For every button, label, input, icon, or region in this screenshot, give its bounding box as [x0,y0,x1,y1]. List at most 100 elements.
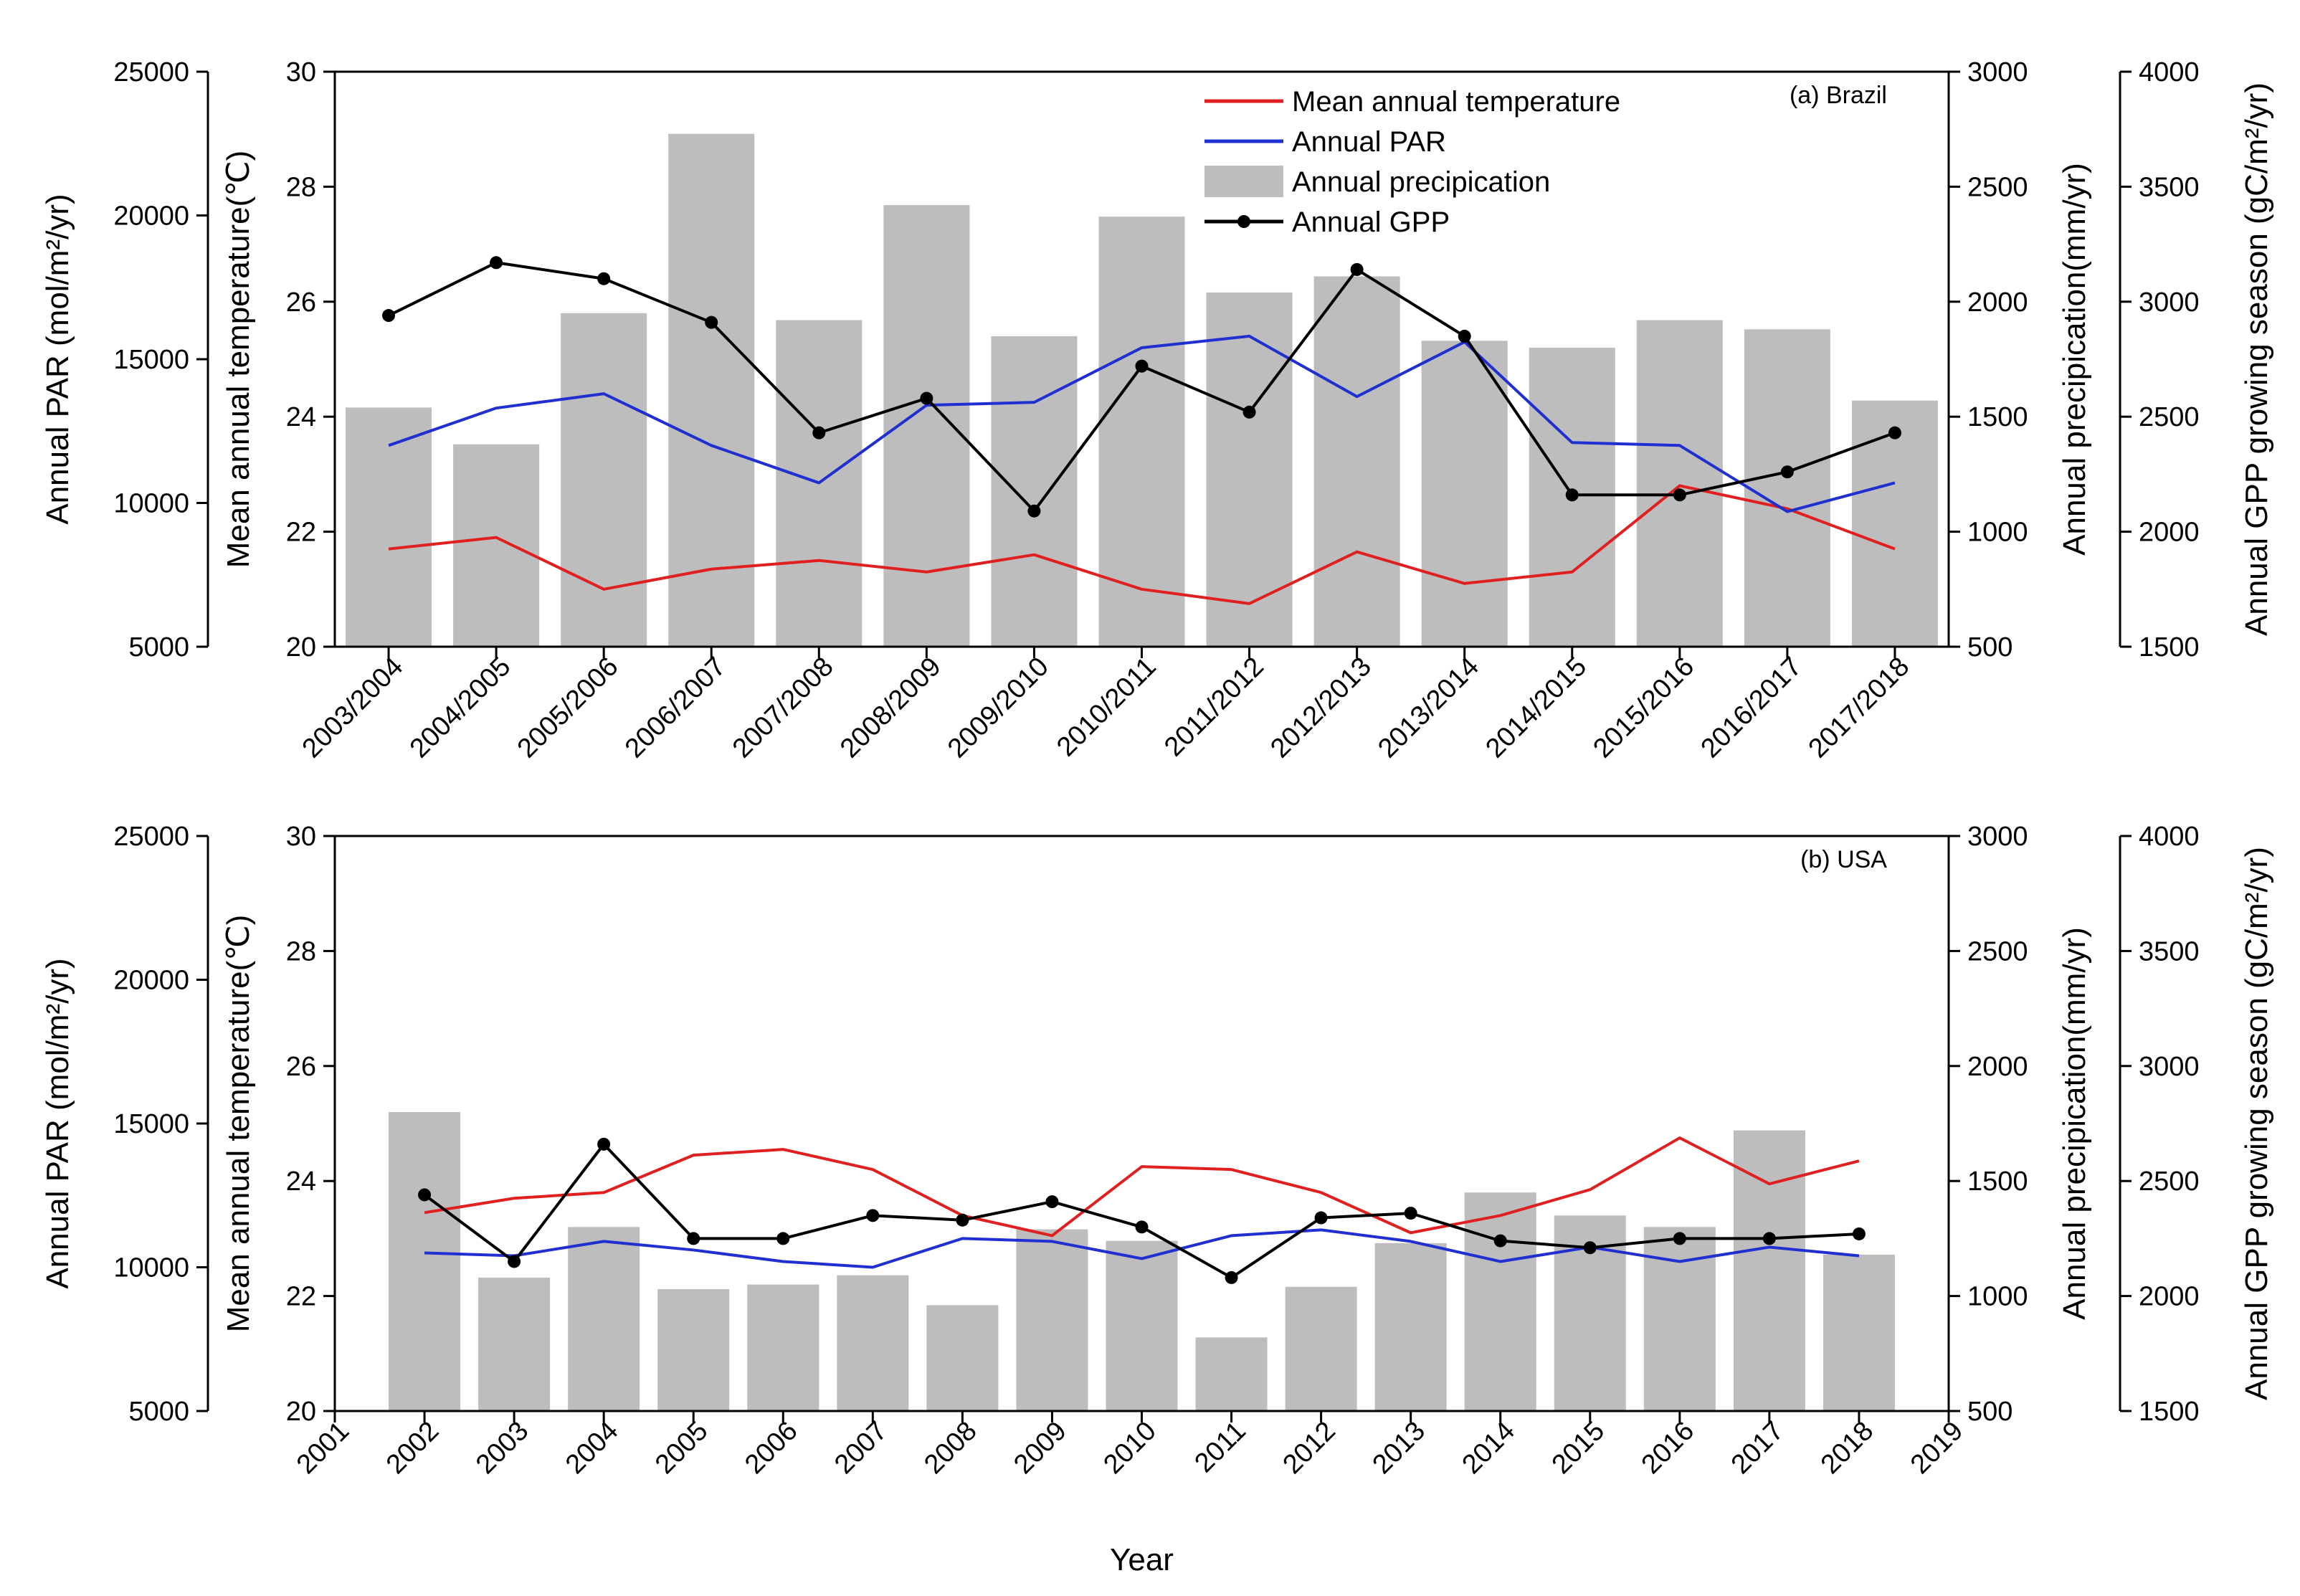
precipitation-bar [657,1288,730,1411]
precipitation-bar [1636,320,1723,647]
x-tick-label: 2012/2013 [1265,652,1377,764]
precipitation-bar [1206,292,1293,647]
x-tick-label: 2017 [1726,1416,1790,1480]
par-tick-label: 5000 [128,1397,189,1427]
precipitation-bar [389,1111,461,1411]
precip-tick-label: 3000 [1967,57,2028,87]
temp-tick-label: 26 [286,288,316,318]
temp-tick-label: 22 [286,1282,316,1312]
legend-label-temperature: Mean annual temperature [1292,86,1620,118]
gpp-point [1780,465,1794,479]
gpp-point [382,309,396,323]
gpp-tick-label: 2500 [2139,1167,2200,1197]
temp-tick-label: 24 [286,1167,316,1197]
x-tick-label: 2010 [1098,1416,1161,1480]
x-tick-label: 2005 [650,1416,713,1480]
x-tick-label: 2014 [1457,1416,1521,1480]
gpp-point [1673,488,1686,502]
temp-tick-label: 30 [286,822,316,852]
x-tick-label: 2002 [381,1416,445,1480]
x-tick-label: 2004 [560,1416,624,1480]
par-line [388,334,1896,513]
gpp-point [418,1188,432,1202]
precipitation-bar [1285,1286,1357,1411]
par-tick-label: 25000 [113,57,189,87]
precip-tick-label: 1000 [1967,518,2028,548]
panel-brazil: 5000 10000 15000 20000 25000 Annual PAR (mol/… [40,57,2274,764]
temp-axis-title: Mean annual temperature(℃) [221,151,256,569]
x-tick-label: 2005/2006 [512,652,624,764]
x-tick-label: 2019 [1905,1416,1969,1480]
gpp-tick-label: 2000 [2139,518,2200,548]
precip-axis-title: Annual precipication(mm/yr) [2057,927,2092,1320]
x-tick-label: 2009 [1008,1416,1072,1480]
gpp-tick-label: 3000 [2139,1052,2200,1082]
precip-tick-label: 2500 [1967,172,2028,202]
precip-tick-label: 1000 [1967,1282,2028,1312]
precipitation-bar [1643,1227,1716,1411]
x-tick-label: 2018 [1815,1416,1879,1480]
gpp-tick-label: 2000 [2139,1282,2200,1312]
legend-swatch-precipitation [1204,166,1283,197]
gpp-point [1493,1234,1507,1248]
precipitation-bar [837,1275,909,1411]
gpp-axis-title: Annual GPP growing season (gC/m²/yr) [2239,847,2274,1400]
precipitation-bar [1851,400,1938,647]
precipitation-bar [1744,329,1830,647]
x-tick-label: 2007 [829,1416,893,1480]
gpp-point [1242,405,1256,419]
gpp-point [776,1232,790,1245]
precipitation-bar [346,407,432,647]
precip-tick-label: 500 [1967,1397,2012,1427]
x-tick-label: 2007/2008 [727,652,840,764]
gpp-point [920,391,933,405]
precipitation-bar [1016,1229,1088,1411]
par-tick-label: 10000 [113,489,189,519]
panel-label: (a) Brazil [1790,82,1887,109]
gpp-tick-label: 4000 [2139,822,2200,852]
legend-marker-gpp [1237,215,1250,228]
gpp-tick-label: 3500 [2139,936,2200,966]
precipitation-bar [1313,276,1400,647]
x-tick-label: 2010/2011 [1051,652,1162,763]
x-axis-title: Year [1110,1542,1174,1577]
precipitation-bar [926,1305,999,1411]
gpp-tick-label: 4000 [2139,57,2200,87]
gpp-point [1225,1270,1238,1284]
x-tick-label: 2004/2005 [404,652,517,764]
par-tick-label: 20000 [113,201,189,232]
gpp-point [1673,1232,1686,1245]
precipitation-bar [668,133,755,647]
x-tick-label: 2006/2007 [619,652,732,764]
par-line [424,1228,1860,1269]
precipitation-bar [1823,1254,1895,1411]
precipitation-bar [747,1284,819,1411]
gpp-point [1583,1241,1597,1255]
gpp-point [1888,426,1901,440]
gpp-point [1135,359,1149,373]
gpp-point [1350,262,1364,276]
gpp-point [1404,1207,1417,1220]
gpp-point [1458,329,1471,343]
x-tick-label: 2014/2015 [1480,652,1592,764]
x-tick-label: 2008/2009 [835,652,947,764]
temp-tick-label: 22 [286,518,316,548]
x-tick-label: 2011 [1189,1416,1251,1478]
legend-label-precipitation: Annual precipication [1292,166,1550,198]
precipitation-bar [561,313,647,647]
x-tick-label: 2003/2004 [297,652,409,764]
x-tick-label: 2013 [1367,1416,1431,1480]
par-tick-label: 20000 [113,966,189,996]
precip-axis-title: Annual precipication(mm/yr) [2057,163,2092,556]
par-axis-title: Annual PAR (mol/m²/yr) [40,194,75,524]
precip-tick-label: 2000 [1967,1052,2028,1082]
gpp-point [866,1209,880,1222]
x-tick-label: 2015 [1546,1416,1610,1480]
gpp-tick-label: 2500 [2139,402,2200,432]
x-tick-label: 2003 [470,1416,534,1480]
gpp-point [1135,1220,1149,1234]
legend-label-gpp: Annual GPP [1292,206,1450,238]
temperature-line [424,1136,1860,1238]
gpp-point [1027,504,1041,518]
